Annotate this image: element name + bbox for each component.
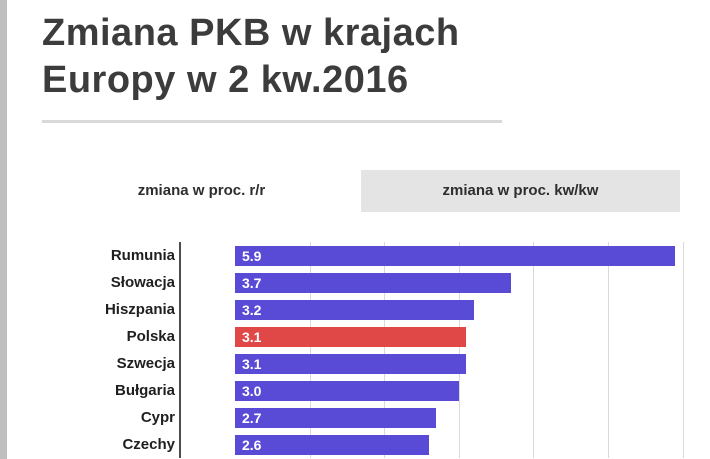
bar: 2.7 [235, 407, 437, 428]
bar-track: 2.6 [235, 434, 705, 455]
chart-row: Cypr 2.7 [42, 404, 710, 431]
bar-value-label: 2.7 [242, 409, 262, 426]
tab-yoy[interactable]: zmiana w proc. r/r [42, 170, 361, 212]
bar-track: 3.0 [235, 380, 705, 401]
bar: 3.7 [235, 272, 512, 293]
bar-value-label: 2.6 [242, 436, 262, 453]
gridline [533, 242, 535, 458]
chart-row: Szwecja 3.1 [42, 350, 710, 377]
y-axis-line [179, 242, 181, 458]
tab-qoq[interactable]: zmiana w proc. kw/kw [361, 170, 680, 212]
category-label: Czechy [122, 436, 175, 453]
gridline [309, 242, 311, 458]
page-title-line1: Zmiana PKB w krajach [42, 12, 460, 54]
chart-row: Bułgaria 3.0 [42, 377, 710, 404]
header: Zmiana PKB w krajach Europy w 2 kw.2016 [0, 0, 710, 104]
page-title-line2: Europy w 2 kw.2016 [42, 59, 409, 101]
bar-value-label: 3.7 [242, 274, 262, 291]
chart-row: Rumunia 5.9 [42, 242, 710, 269]
tab-bar: zmiana w proc. r/r zmiana w proc. kw/kw [42, 170, 680, 212]
gridline [458, 242, 460, 458]
category-label: Słowacja [110, 274, 175, 291]
bar: 3.2 [235, 299, 474, 320]
chart-row: Hiszpania 3.2 [42, 296, 710, 323]
bar-value-label: 3.0 [242, 382, 262, 399]
title-divider [42, 120, 502, 123]
bar: 3.0 [235, 380, 459, 401]
bar-track: 2.7 [235, 407, 705, 428]
category-label: Polska [126, 328, 175, 345]
bar-track: 3.1 [235, 353, 705, 374]
gridline [608, 242, 610, 458]
bar: 3.1 [235, 353, 467, 374]
bar-track: 3.2 [235, 299, 705, 320]
bar-value-label: 5.9 [242, 247, 262, 264]
bar-value-label: 3.2 [242, 301, 262, 318]
bar-track: 3.1 [235, 326, 705, 347]
window-edge-strip [0, 0, 7, 459]
bar-value-label: 3.1 [242, 355, 262, 372]
gridlines [235, 242, 705, 458]
chart-row: Czechy 2.6 [42, 431, 710, 458]
bar-highlight-polska: 3.1 [235, 326, 467, 347]
bar: 5.9 [235, 245, 676, 266]
chart-row: Polska 3.1 [42, 323, 710, 350]
category-label: Rumunia [110, 247, 175, 264]
category-label: Cypr [140, 409, 175, 426]
bar-value-label: 3.1 [242, 328, 262, 345]
bar: 2.6 [235, 434, 429, 455]
gridline [384, 242, 386, 458]
category-label: Szwecja [116, 355, 175, 372]
bar-track: 3.7 [235, 272, 705, 293]
chart-row: Słowacja 3.7 [42, 269, 710, 296]
gridline [682, 242, 684, 458]
category-label: Hiszpania [104, 301, 175, 318]
category-label: Bułgaria [114, 382, 175, 399]
bar-chart: Rumunia 5.9 Słowacja 3.7 Hiszpania 3.2 [42, 242, 710, 458]
bar-track: 5.9 [235, 245, 705, 266]
